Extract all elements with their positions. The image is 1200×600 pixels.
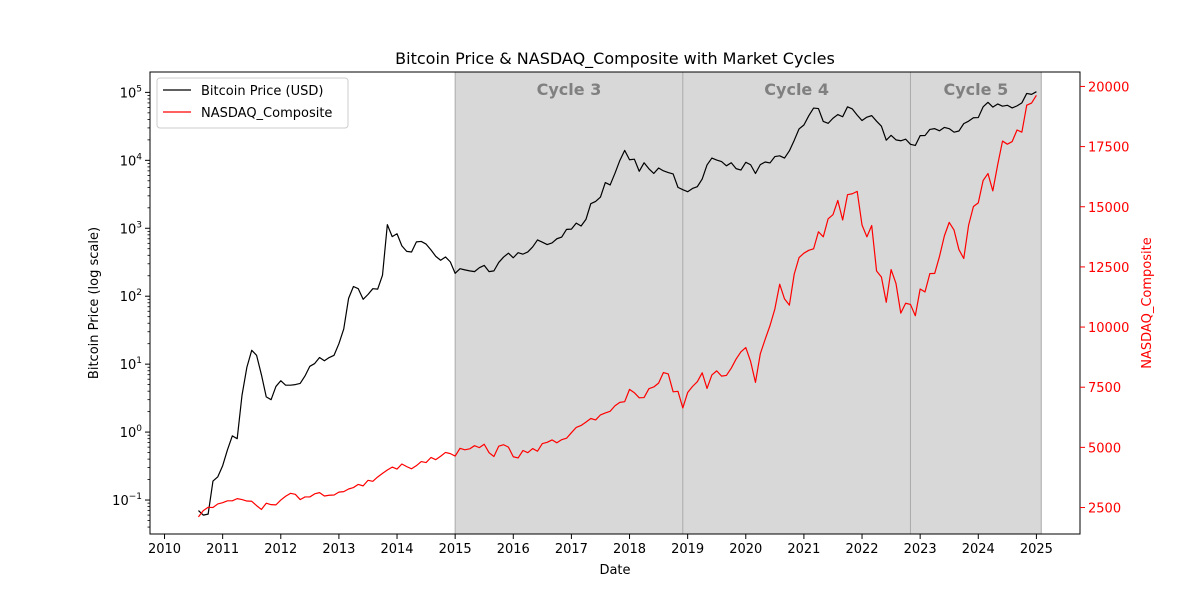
x-tick-label: 2013 [322,542,355,557]
x-tick-label: 2018 [613,542,646,557]
legend: Bitcoin Price (USD) NASDAQ_Composite [156,77,349,129]
cycle-region-4 [682,72,911,534]
y-left-axis-label: Bitcoin Price (log scale) [87,227,102,379]
y-right-tick-label: 2500 [1088,502,1121,517]
x-tick-label: 2017 [555,542,588,557]
y-right-tick-label: 7500 [1088,381,1121,396]
bitcoin-price-line [198,91,1037,516]
x-tick-label: 2021 [787,542,820,557]
x-tick-label: 2015 [439,542,472,557]
y-left-tick-label: 100 [120,424,143,441]
x-tick-label: 2024 [962,542,995,557]
x-tick-label: 2012 [264,542,297,557]
y-left-tick-label: 104 [120,152,143,169]
legend-box [156,77,349,129]
nasdaq-composite-line [197,95,1037,518]
y-left-tick-label: 105 [120,84,142,101]
cycle-label-5: Cycle 5 [944,80,1009,99]
x-axis-label: Date [599,563,630,578]
y-left-tick-label: 102 [120,288,142,305]
y-left-tick-label: 101 [120,356,142,373]
chart-title: Bitcoin Price & NASDAQ_Composite with Ma… [395,49,835,69]
x-tick-label: 2010 [148,542,181,557]
y-right-axis-label: NASDAQ_Composite [1140,237,1155,368]
y-right-tick-label: 12500 [1088,261,1129,276]
legend-label-bitcoin: Bitcoin Price (USD) [201,84,323,99]
x-tick-label: 2023 [904,542,937,557]
y-right-tick-label: 10000 [1088,321,1129,336]
series-layer [197,91,1037,518]
x-tick-label: 2014 [380,542,413,557]
x-tick-label: 2020 [729,542,762,557]
x-axis-ticks: 2010 2011 2012 2013 2014 2015 2016 2017 2018 2019… [148,534,1053,557]
x-tick-label: 2019 [671,542,704,557]
cycle-label-4: Cycle 4 [764,80,829,99]
y-right-axis-ticks: 2500 5000 7500 10000 12500 15000 17500 20000 [1080,80,1129,517]
x-tick-label: 2011 [206,542,239,557]
cycle-region-3 [455,72,683,534]
y-left-tick-label: 103 [120,220,142,237]
y-right-tick-label: 5000 [1088,441,1121,456]
x-tick-label: 2022 [845,542,878,557]
cycle-shading-layer: Cycle 3 Cycle 4 Cycle 5 [454,72,1042,534]
cycle-label-3: Cycle 3 [537,80,602,99]
y-right-tick-label: 17500 [1088,141,1129,156]
y-left-axis-ticks: 10−1 100 101 102 103 104 105 [112,84,150,528]
y-left-tick-label: 10−1 [112,492,142,509]
y-right-tick-label: 15000 [1088,201,1129,216]
legend-label-nasdaq: NASDAQ_Composite [201,106,332,121]
y-right-tick-label: 20000 [1088,80,1129,95]
cycle-region-5 [910,72,1042,534]
x-tick-label: 2016 [497,542,530,557]
x-tick-label: 2025 [1020,542,1053,557]
